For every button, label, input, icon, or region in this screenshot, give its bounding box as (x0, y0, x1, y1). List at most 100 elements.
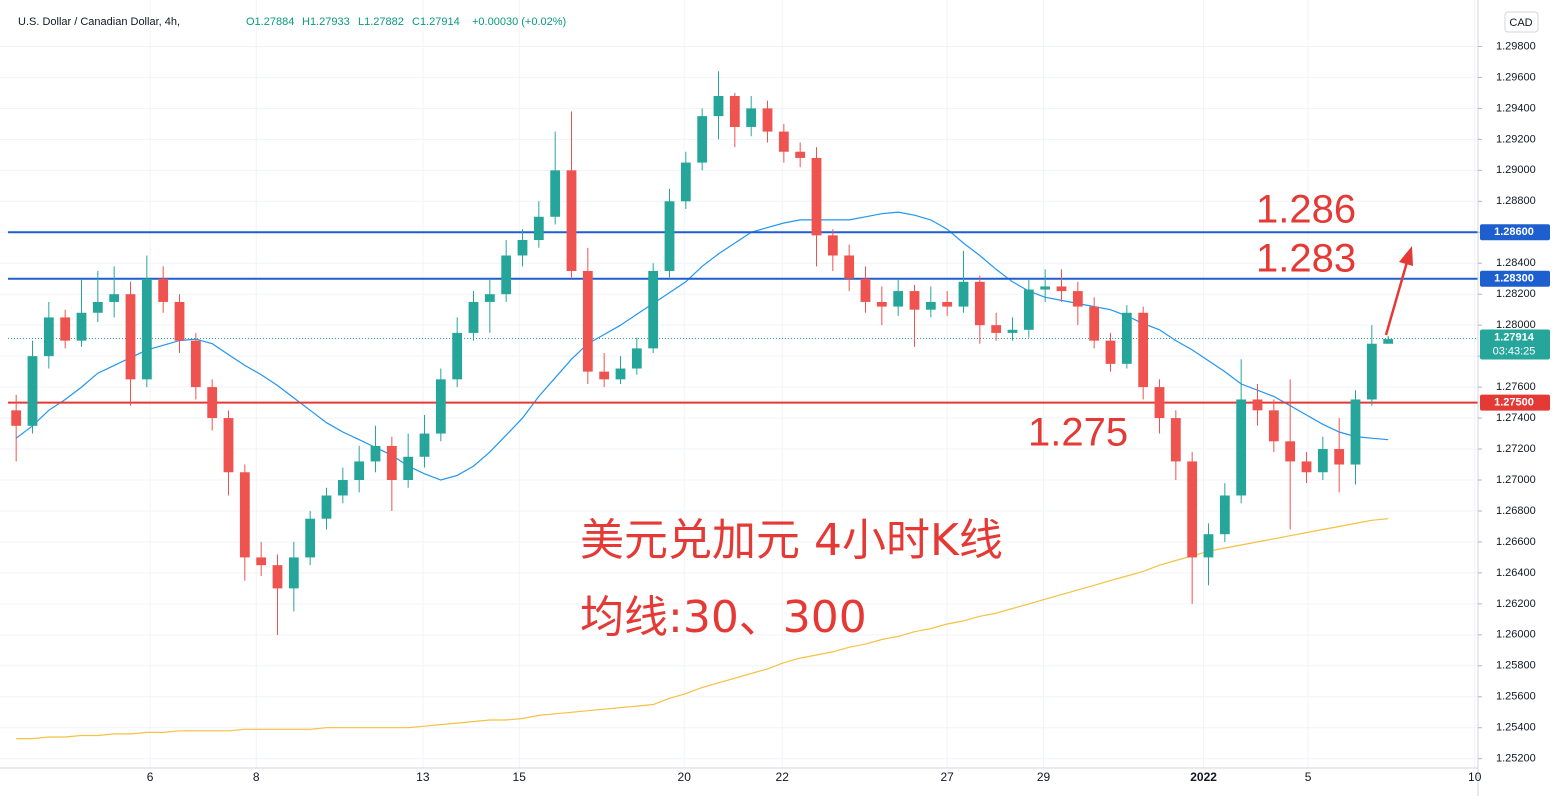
price-label: 1.28600 (1494, 226, 1534, 238)
x-tick-label: 6 (147, 770, 154, 784)
candle-body (1056, 286, 1067, 292)
y-tick-label: 1.29000 (1496, 164, 1536, 176)
candle-body (697, 116, 708, 163)
candle-body (484, 294, 495, 302)
candle-body (11, 410, 22, 426)
candle-body (664, 201, 675, 271)
candle-body (337, 480, 348, 496)
candle-body (1236, 399, 1247, 496)
price-label-bg (1480, 270, 1550, 287)
candle-body (272, 565, 283, 589)
currency-badge[interactable] (1504, 11, 1539, 33)
ohlc-open: O1.27884 (246, 16, 294, 28)
candle-body (109, 294, 120, 302)
candle-body (795, 151, 806, 158)
y-tick-label: 1.25200 (1496, 753, 1536, 765)
y-tick-label: 1.28200 (1496, 288, 1536, 300)
candle-body (501, 255, 512, 295)
x-tick-label: 29 (1037, 770, 1051, 784)
candle-body (778, 131, 789, 152)
arrow (1384, 246, 1413, 336)
x-tick-label: 15 (513, 770, 527, 784)
y-tick-label: 1.25600 (1496, 691, 1536, 703)
price-label-bg (1480, 394, 1550, 411)
candle-body (876, 301, 887, 307)
candle-body (615, 368, 626, 380)
candle-body (1334, 449, 1345, 465)
x-tick-label: 2022 (1190, 770, 1217, 784)
y-tick-label: 1.26800 (1496, 505, 1536, 517)
candle-body (403, 456, 414, 480)
candle-body (288, 557, 299, 589)
price-label: 1.28300 (1494, 273, 1534, 285)
candle-body (1301, 461, 1312, 473)
candle-body (1138, 312, 1149, 388)
candle-body (1105, 340, 1116, 364)
moving-average-line (16, 518, 1389, 740)
y-tick-label: 1.26600 (1496, 536, 1536, 548)
candle-body (223, 418, 234, 473)
candle-body (43, 317, 54, 357)
y-tick-label: 1.26000 (1496, 629, 1536, 641)
candle-body (958, 281, 969, 307)
candle-body (256, 557, 267, 566)
candle-body (141, 278, 152, 380)
candle-body (60, 317, 71, 341)
last-price-label: 1.27914 (1494, 331, 1535, 343)
candle-body (517, 240, 528, 256)
candle-body (1383, 339, 1394, 344)
candle-body (27, 356, 38, 426)
candle-body (599, 371, 610, 380)
candle-body (1072, 291, 1083, 307)
candle-body (305, 518, 316, 558)
price-label-bg (1480, 224, 1550, 241)
candle-body (174, 301, 185, 341)
candle-body (1187, 461, 1198, 558)
y-tick-label: 1.27000 (1496, 474, 1536, 486)
candle-body (533, 216, 544, 240)
annotation: 1.283 (1256, 237, 1356, 281)
candle-body (893, 291, 904, 307)
candle-body (991, 325, 1002, 333)
candle-body (713, 96, 724, 117)
candle-body (207, 387, 218, 419)
candle-body (631, 348, 642, 369)
caption: 美元兑加元 4小时K线 (580, 515, 1003, 566)
y-tick-label: 1.29200 (1496, 133, 1536, 145)
y-tick-label: 1.25400 (1496, 722, 1536, 734)
y-tick-label: 1.25800 (1496, 660, 1536, 672)
price-label: 1.27500 (1494, 396, 1534, 408)
ohlc-change: +0.00030 (+0.02%) (472, 16, 566, 28)
candle-body (354, 461, 365, 480)
candle-body (1007, 329, 1018, 333)
candle-body (762, 108, 773, 132)
candle-body (386, 445, 397, 480)
candle-body (1366, 343, 1377, 400)
y-tick-label: 1.26200 (1496, 598, 1536, 610)
candle-body (648, 270, 659, 349)
candle-body (1219, 495, 1230, 535)
y-tick-label: 1.29800 (1496, 40, 1536, 52)
candle-body (811, 157, 822, 236)
candle-body (1203, 534, 1214, 558)
candle-body (239, 472, 250, 558)
y-tick-label: 1.29400 (1496, 102, 1536, 114)
currency-label: CAD (1509, 17, 1532, 29)
x-tick-label: 20 (678, 770, 692, 784)
y-tick-label: 1.27200 (1496, 443, 1536, 455)
symbol-title: U.S. Dollar / Canadian Dollar, 4h, (18, 16, 180, 28)
x-tick-label: 5 (1305, 770, 1312, 784)
candle-body (566, 170, 577, 271)
candle-body (190, 340, 201, 388)
candle-body (582, 270, 593, 372)
candle-body (1154, 387, 1165, 419)
candle-body (729, 96, 740, 127)
candle-body (909, 291, 920, 310)
candle-body (860, 278, 871, 302)
ohlc-high: H1.27933 (302, 16, 350, 28)
candle-body (1170, 418, 1181, 462)
candle-body (92, 301, 103, 313)
y-tick-label: 1.28000 (1496, 319, 1536, 331)
candle-body (1268, 410, 1279, 442)
